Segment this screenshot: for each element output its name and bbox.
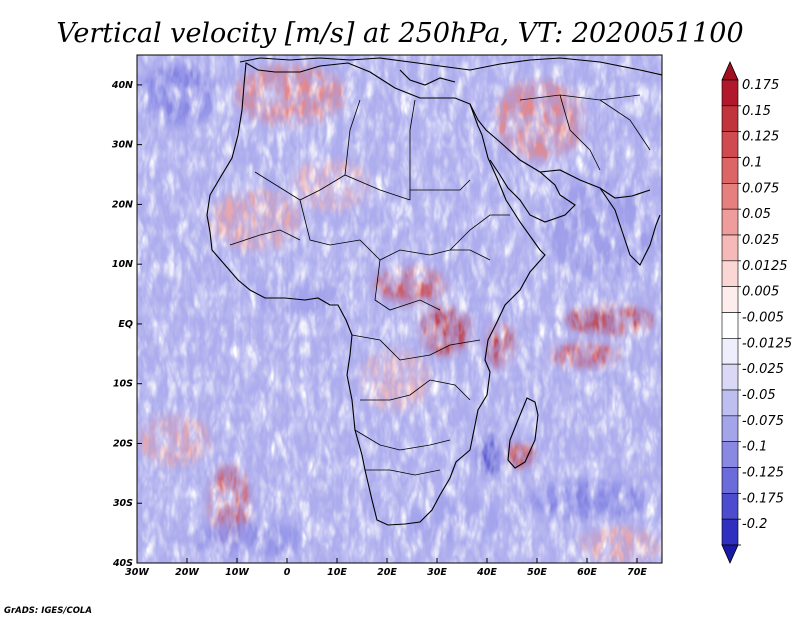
borders	[229, 94, 651, 476]
colorbar-swatch	[721, 157, 739, 184]
lat-tick-label: 20S	[113, 438, 133, 449]
colorbar-swatch	[721, 518, 739, 546]
lat-tick-label: 10S	[113, 379, 133, 390]
colorbar-swatch	[721, 363, 739, 391]
colorbar-swatch	[721, 183, 739, 210]
lat-tick-label: 30N	[112, 140, 133, 151]
lat-tick-label: 20N	[112, 199, 133, 210]
lat-tick-label: 30S	[113, 498, 133, 509]
map-frame	[136, 54, 663, 564]
colorbar-label: 0.005	[742, 285, 779, 300]
colorbar-swatch	[721, 286, 739, 313]
lon-tick-label: 50E	[527, 567, 547, 578]
lon-tick-label: 40E	[476, 567, 497, 578]
colorbar-top-arrow	[721, 61, 739, 81]
colorbar-swatch	[721, 260, 739, 287]
colorbar-bottom-arrow	[721, 544, 739, 564]
colorbar-label: -0.1	[742, 440, 767, 455]
colorbar-label: 0.15	[742, 104, 771, 119]
colorbar-swatch	[721, 338, 739, 365]
lat-tick-label: 40S	[112, 558, 133, 569]
colorbar-label: -0.0125	[742, 336, 792, 351]
velocity-field	[137, 55, 662, 563]
lon-tick-label: 20W	[175, 567, 199, 578]
colorbar-label: 0.075	[742, 181, 779, 196]
colorbar-swatch	[721, 79, 739, 107]
colorbar-swatch	[721, 415, 739, 442]
colorbar-label: 0.025	[742, 233, 779, 248]
longitude-axis: 30W 20W 10W 0 10E 20E 30E 40E 50E 60E 70E	[125, 558, 647, 578]
colorbar-swatch	[721, 441, 739, 468]
colorbar-label: 0.05	[742, 207, 771, 222]
colorbar-swatch	[721, 131, 739, 158]
latitude-axis: 40N 30N 20N 10N EQ 10S 20S 30S 40S	[111, 80, 142, 569]
lon-tick-label: 30W	[125, 567, 149, 578]
colorbar-swatch	[721, 234, 739, 262]
colorbar-label: -0.005	[742, 311, 784, 326]
lon-tick-label: 70E	[627, 567, 647, 578]
colorbar-label: -0.05	[742, 388, 776, 403]
lon-tick-label: 10W	[225, 567, 249, 578]
colorbar-label: 0.1	[742, 156, 763, 171]
colorbar-label: -0.075	[742, 414, 784, 429]
colorbar-label: -0.175	[742, 491, 784, 506]
colorbar-label: 0.0125	[742, 259, 788, 274]
colorbar-label: 0.125	[742, 130, 779, 145]
colorbar-swatch	[721, 312, 739, 339]
lon-tick-label: 0	[284, 567, 291, 578]
lon-tick-label: 10E	[327, 567, 347, 578]
colorbar-swatch	[721, 105, 739, 132]
lon-tick-label: 60E	[577, 567, 597, 578]
colorbar-swatch	[721, 467, 739, 494]
colorbar-label: 0.175	[742, 78, 779, 93]
lon-tick-label: 20E	[377, 567, 397, 578]
lon-tick-label: 30E	[427, 567, 447, 578]
colorbar-label: -0.2	[742, 517, 767, 532]
coastlines	[206, 57, 662, 526]
colorbar-label: -0.125	[742, 466, 784, 481]
colorbar: 0.175 0.15 0.125 0.1 0.075 0.05 0.025 0.0125 0.0…	[721, 61, 792, 564]
colorbar-swatch	[721, 389, 739, 417]
map-title: Vertical velocity [m/s] at 250hPa, VT: 2…	[56, 18, 743, 49]
colorbar-swatch	[721, 208, 739, 236]
lat-tick-label: 40N	[111, 80, 133, 91]
colorbar-label: -0.025	[742, 362, 784, 377]
lat-tick-label: 10N	[112, 259, 133, 270]
credit-text: GrADS: IGES/COLA	[4, 606, 92, 616]
lat-tick-label: EQ	[118, 319, 133, 330]
colorbar-swatch	[721, 493, 739, 520]
